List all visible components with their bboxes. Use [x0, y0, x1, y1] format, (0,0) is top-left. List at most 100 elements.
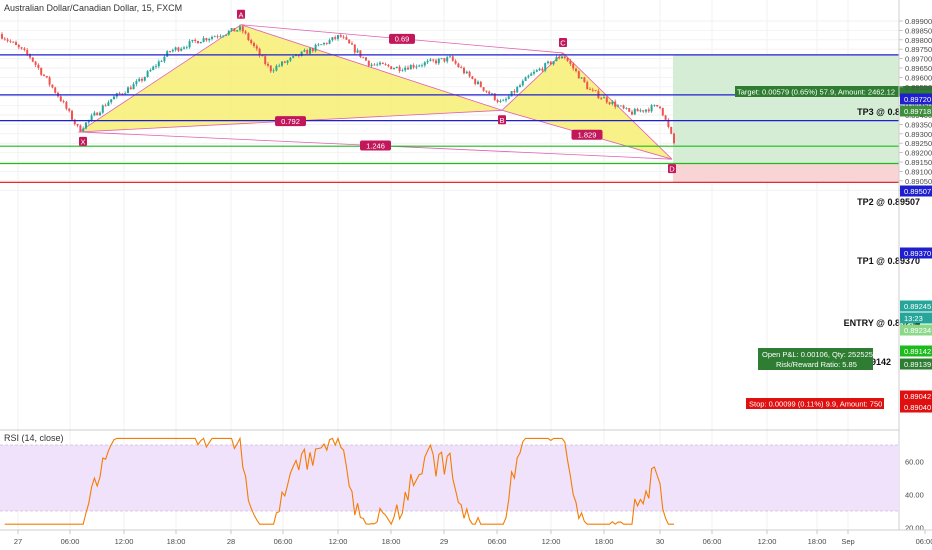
candle-body-158: [443, 58, 446, 62]
price-tag-box-10: [900, 401, 932, 413]
candle-body-85: [239, 26, 241, 31]
price-tag-8: 0.89139: [904, 360, 931, 369]
candle-body-193: [541, 68, 544, 71]
candle-body-137: [384, 64, 387, 65]
candle-body-103: [289, 57, 292, 61]
candle-body-29: [82, 128, 85, 132]
stop-partial-label: 89142: [866, 357, 891, 367]
candle-body-9: [26, 49, 29, 55]
candle-body-139: [390, 66, 393, 70]
candle-body-63: [177, 47, 180, 51]
price-tag-0: 0.89720: [904, 95, 931, 104]
candle-body-84: [236, 30, 239, 32]
candle-body-124: [348, 39, 351, 44]
candle-body-24: [68, 108, 71, 111]
candle-body-222: [622, 105, 625, 109]
candle-body-211: [591, 89, 594, 91]
pattern-point-d-box: [668, 164, 676, 174]
candle-body-99: [278, 65, 281, 67]
candle-body-159: [446, 57, 449, 62]
candle-body-212: [594, 90, 597, 91]
candle-body-152: [426, 60, 429, 63]
candle-body-207: [580, 77, 583, 79]
candle-body-161: [451, 56, 454, 61]
candle-body-48: [135, 81, 138, 85]
pattern-point-b-box: [498, 115, 506, 125]
price-tag-1: 0.89718: [904, 107, 931, 116]
candle-body-100: [281, 61, 283, 66]
candle-body-45: [127, 87, 129, 94]
candle-body-220: [617, 105, 619, 107]
candle-body-117: [328, 40, 331, 44]
candle-body-86: [241, 26, 244, 32]
candle-body-10: [29, 54, 31, 58]
ratio-label-3: 1.246: [366, 141, 385, 150]
candle-body-7: [20, 47, 23, 49]
rsi-line: [4, 436, 674, 526]
candle-body-157: [440, 58, 443, 60]
candle-body-177: [496, 100, 499, 102]
candle-body-112: [314, 44, 317, 52]
candle-body-121: [339, 35, 342, 37]
time-tick-3: 18:00: [167, 537, 186, 546]
candle-body-21: [59, 96, 62, 102]
candle-body-165: [463, 67, 465, 74]
candle-body-64: [180, 48, 183, 51]
candle-body-69: [194, 39, 197, 41]
candle-body-231: [647, 109, 650, 112]
candle-body-132: [370, 64, 373, 66]
candle-body-12: [34, 61, 37, 65]
price-tick-6: 0.89600: [905, 73, 932, 82]
price-tick-16: 0.89100: [905, 167, 932, 176]
candle-body-208: [583, 77, 586, 83]
rsi-band: [0, 445, 899, 511]
candle-body-189: [530, 73, 533, 76]
candle-body-83: [233, 28, 236, 32]
candle-body-166: [465, 71, 468, 74]
target-info-text: Target: 0.00579 (0.65%) 57.9, Amount: 24…: [737, 88, 895, 97]
candle-body-215: [603, 97, 605, 99]
candle-body-66: [185, 47, 188, 49]
price-tag-2: 0.89507: [904, 187, 931, 196]
candle-body-109: [306, 50, 309, 54]
candle-body-235: [659, 106, 661, 109]
candle-body-217: [608, 102, 611, 105]
pattern-point-c: C: [560, 38, 566, 47]
candle-body-119: [334, 37, 337, 39]
candle-body-233: [653, 104, 656, 106]
candle-body-194: [544, 63, 547, 71]
candle-body-28: [79, 125, 82, 132]
candle-body-42: [118, 93, 121, 95]
candle-body-227: [636, 108, 639, 112]
candle-body-108: [303, 50, 306, 52]
candle-body-61: [171, 49, 174, 52]
candle-body-239: [670, 127, 673, 134]
candle-body-203: [569, 60, 572, 64]
candle-body-16: [45, 75, 48, 78]
candle-body-25: [71, 110, 73, 120]
candle-body-4: [12, 41, 15, 43]
candle-body-8: [23, 48, 26, 50]
price-tag-4: 0.89245: [904, 302, 931, 311]
stop-info-text: Stop: 0.00099 (0.11%) 9.9, Amount: 750: [749, 400, 882, 409]
candle-body-89: [250, 39, 253, 44]
ratio-box-3: [360, 140, 391, 151]
candle-body-196: [549, 61, 552, 65]
candle-body-77: [216, 36, 219, 38]
candle-body-155: [435, 60, 437, 64]
candle-body-197: [552, 61, 555, 65]
candle-body-214: [600, 98, 603, 99]
ratio-label-2: 1.829: [578, 131, 597, 140]
candle-body-47: [132, 84, 135, 90]
candle-body-169: [474, 78, 477, 84]
candle-body-104: [292, 55, 295, 58]
candle-body-148: [415, 66, 418, 68]
candle-body-153: [429, 59, 432, 61]
candle-body-60: [169, 51, 171, 53]
pattern-point-b: B: [499, 116, 504, 125]
candle-body-237: [664, 115, 667, 120]
pattern-point-a-box: [237, 9, 245, 19]
candle-body-33: [93, 112, 96, 116]
time-tick-13: 06:00: [703, 537, 722, 546]
candle-body-93: [261, 55, 264, 57]
